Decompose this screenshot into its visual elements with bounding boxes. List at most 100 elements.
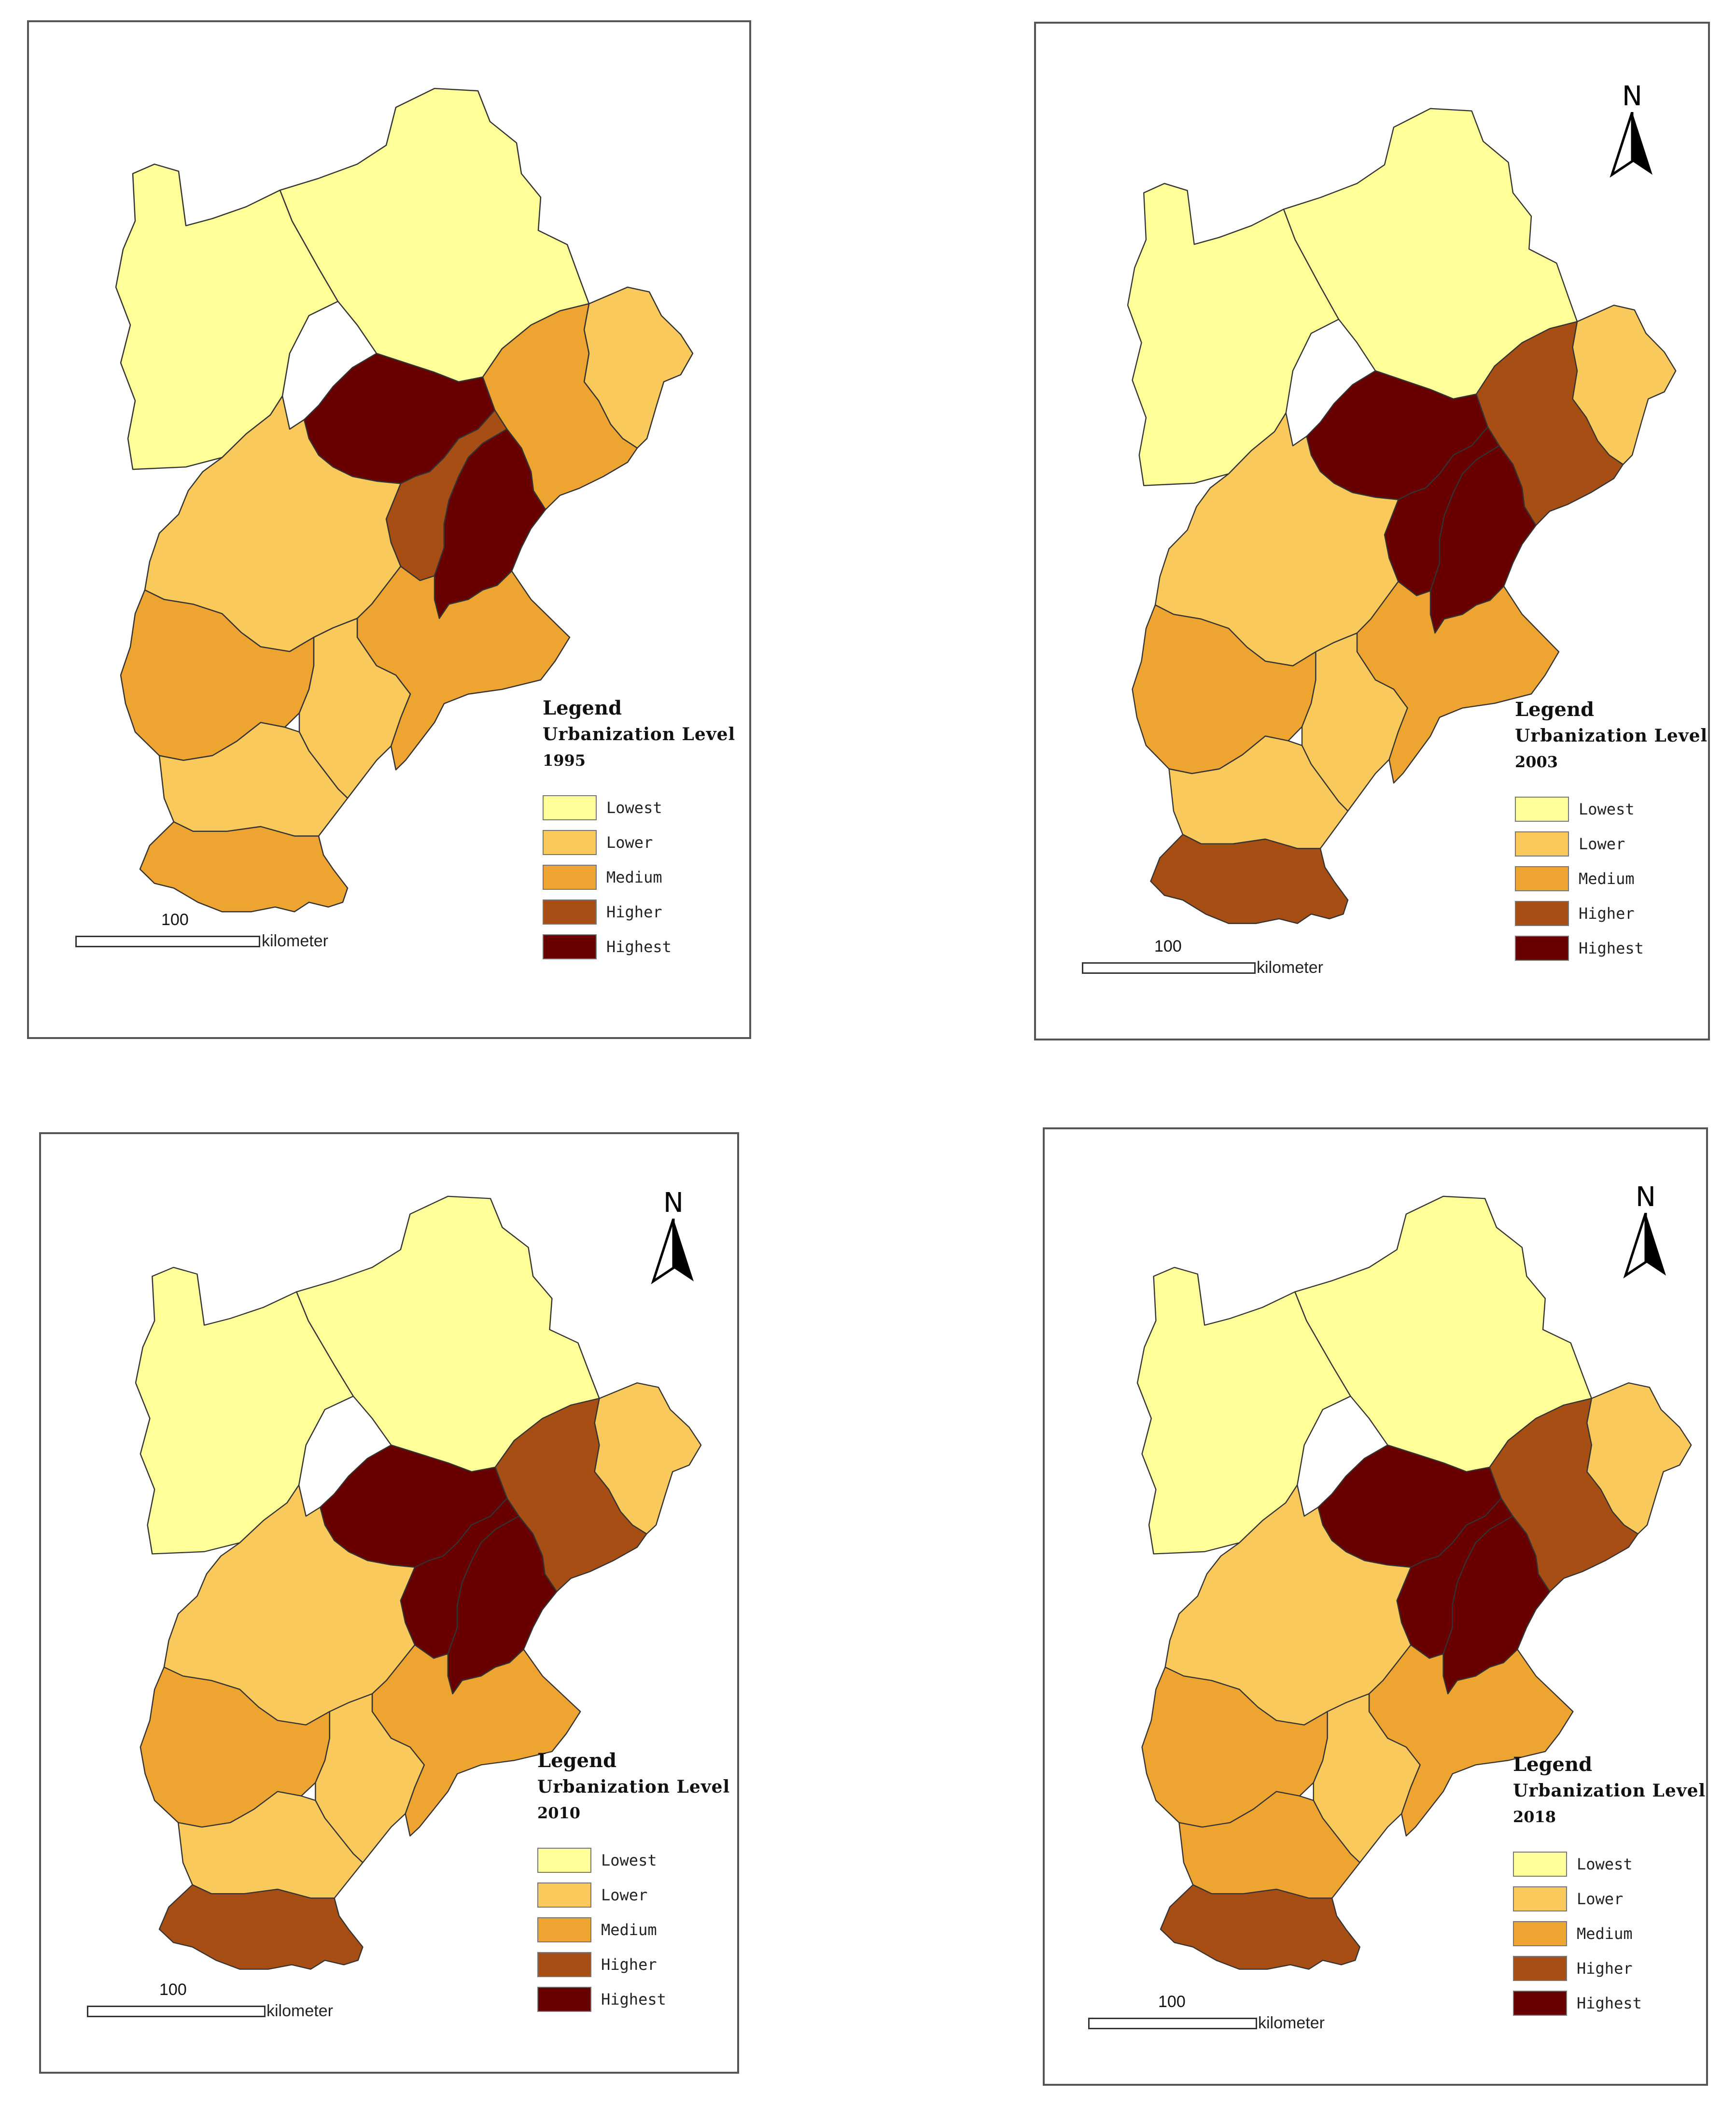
region-handan — [1160, 1884, 1361, 1970]
legend-title: Legend — [1515, 698, 1595, 721]
legend-label-highest: Highest — [601, 1990, 666, 2009]
scale-unit: kilometer — [1257, 958, 1323, 977]
legend-2018: Legend Urbanization Level 2018 Lowest Low… — [1513, 1752, 1706, 2021]
legend-items: Lowest Lower Medium Higher Highest — [1515, 792, 1708, 966]
legend-swatch-medium — [1513, 1921, 1567, 1946]
north-letter: N — [1636, 1181, 1656, 1213]
map-2003 — [1127, 108, 1677, 924]
legend-swatch-higher — [1513, 1956, 1567, 1981]
legend-subtitle: Urbanization Level — [1513, 1781, 1706, 1801]
legend-swatch-lowest — [543, 795, 597, 820]
legend-label-lowest: Lowest — [1577, 1855, 1633, 1873]
legend-label-higher: Higher — [601, 1955, 657, 1974]
scale-unit: kilometer — [266, 2002, 333, 2020]
legend-swatch-medium — [543, 865, 597, 890]
legend-items: Lowest Lower Medium Higher Highest — [537, 1843, 730, 2017]
region-chengde — [279, 87, 590, 383]
legend-label-lower: Lower — [601, 1886, 648, 1904]
legend-label-lowest: Lowest — [601, 1851, 657, 1869]
scale-bar — [1082, 962, 1256, 974]
legend-swatch-lower — [543, 830, 597, 855]
legend-year: 1995 — [543, 751, 586, 770]
legend-title: Legend — [1513, 1753, 1593, 1776]
legend-label-highest: Highest — [1577, 1994, 1642, 2012]
legend-item-lowest: Lowest — [1513, 1847, 1706, 1882]
legend-swatch-higher — [543, 899, 597, 925]
legend-title: Legend — [543, 697, 622, 719]
scale-bar — [87, 2006, 266, 2017]
map-2018 — [1136, 1195, 1692, 1970]
legend-swatch-lowest — [1515, 797, 1569, 822]
map-2010 — [135, 1195, 702, 1970]
region-hengshui — [1301, 632, 1408, 812]
legend-swatch-highest — [1515, 936, 1569, 961]
scale-bar — [75, 936, 260, 947]
legend-year: 2010 — [537, 1804, 581, 1822]
legend-item-highest: Highest — [1515, 931, 1708, 966]
north-letter: N — [1622, 81, 1642, 112]
scale-value: 100 — [1154, 937, 1182, 955]
legend-label-lower: Lower — [1577, 1890, 1624, 1908]
scale-value: 100 — [161, 911, 189, 929]
map-1995 — [115, 87, 694, 913]
north-arrow-2003: N — [1603, 81, 1661, 182]
region-handan — [1150, 834, 1349, 924]
legend-label-higher: Higher — [1577, 1959, 1633, 1978]
legend-label-lowest: Lowest — [1579, 800, 1635, 818]
legend-label-medium: Medium — [606, 868, 662, 886]
map-panel-2018: N Legend Urbanization Level 2018 Lowest L… — [1043, 1127, 1708, 2086]
map-panel-2010: N Legend Urbanization Level 2010 Lowest L… — [39, 1132, 739, 2074]
legend-title: Legend — [537, 1749, 617, 1772]
legend-2003: Legend Urbanization Level 2003 Lowest Low… — [1515, 697, 1708, 966]
legend-label-higher: Higher — [1579, 904, 1635, 923]
north-arrow-2010: N — [644, 1187, 702, 1289]
legend-item-higher: Higher — [1515, 896, 1708, 931]
legend-1995: Legend Urbanization Level 1995 Lowest Low… — [543, 696, 735, 964]
map-panel-1995: Legend Urbanization Level 1995 Lowest Low… — [27, 20, 751, 1039]
legend-item-medium: Medium — [1515, 861, 1708, 896]
legend-label-highest: Highest — [606, 938, 672, 956]
region-chengde — [1283, 108, 1578, 400]
legend-swatch-medium — [1515, 866, 1569, 891]
legend-swatch-highest — [543, 934, 597, 959]
legend-item-medium: Medium — [1513, 1916, 1706, 1951]
legend-item-higher: Higher — [1513, 1951, 1706, 1986]
legend-label-higher: Higher — [606, 903, 662, 921]
legend-item-medium: Medium — [543, 860, 735, 895]
legend-swatch-lowest — [1513, 1852, 1567, 1877]
legend-year: 2018 — [1513, 1808, 1556, 1826]
legend-swatch-lowest — [537, 1848, 591, 1873]
legend-swatch-medium — [537, 1917, 591, 1942]
scale-bar — [1088, 2018, 1257, 2029]
region-handan — [158, 1884, 364, 1970]
legend-label-lowest: Lowest — [606, 799, 662, 817]
legend-item-lowest: Lowest — [537, 1843, 730, 1878]
region-chengde — [295, 1195, 600, 1473]
scale-unit: kilometer — [1258, 2014, 1325, 2032]
legend-label-highest: Highest — [1579, 939, 1644, 957]
north-arrow-icon — [651, 1218, 694, 1285]
region-hengshui — [298, 618, 411, 799]
legend-swatch-higher — [537, 1952, 591, 1977]
region-hengshui — [315, 1693, 425, 1863]
legend-label-lower: Lower — [1579, 835, 1625, 853]
legend-item-lowest: Lowest — [1515, 792, 1708, 827]
legend-swatch-highest — [537, 1987, 591, 2012]
region-handan — [139, 821, 349, 913]
legend-swatch-lower — [1515, 831, 1569, 857]
legend-item-highest: Highest — [543, 929, 735, 964]
legend-subtitle: Urbanization Level — [537, 1777, 730, 1797]
legend-swatch-lower — [537, 1882, 591, 1908]
north-arrow-2018: N — [1617, 1181, 1675, 1283]
legend-label-medium: Medium — [601, 1921, 657, 1939]
legend-items: Lowest Lower Medium Higher Highest — [543, 790, 735, 964]
legend-item-lower: Lower — [543, 825, 735, 860]
north-arrow-icon — [1623, 1212, 1666, 1279]
legend-item-lower: Lower — [1513, 1882, 1706, 1916]
legend-item-lower: Lower — [1515, 827, 1708, 861]
legend-2010: Legend Urbanization Level 2010 Lowest Low… — [537, 1748, 730, 2017]
scale-value: 100 — [159, 1981, 187, 1999]
legend-year: 2003 — [1515, 753, 1558, 771]
legend-swatch-higher — [1515, 901, 1569, 926]
legend-item-highest: Highest — [537, 1982, 730, 2017]
